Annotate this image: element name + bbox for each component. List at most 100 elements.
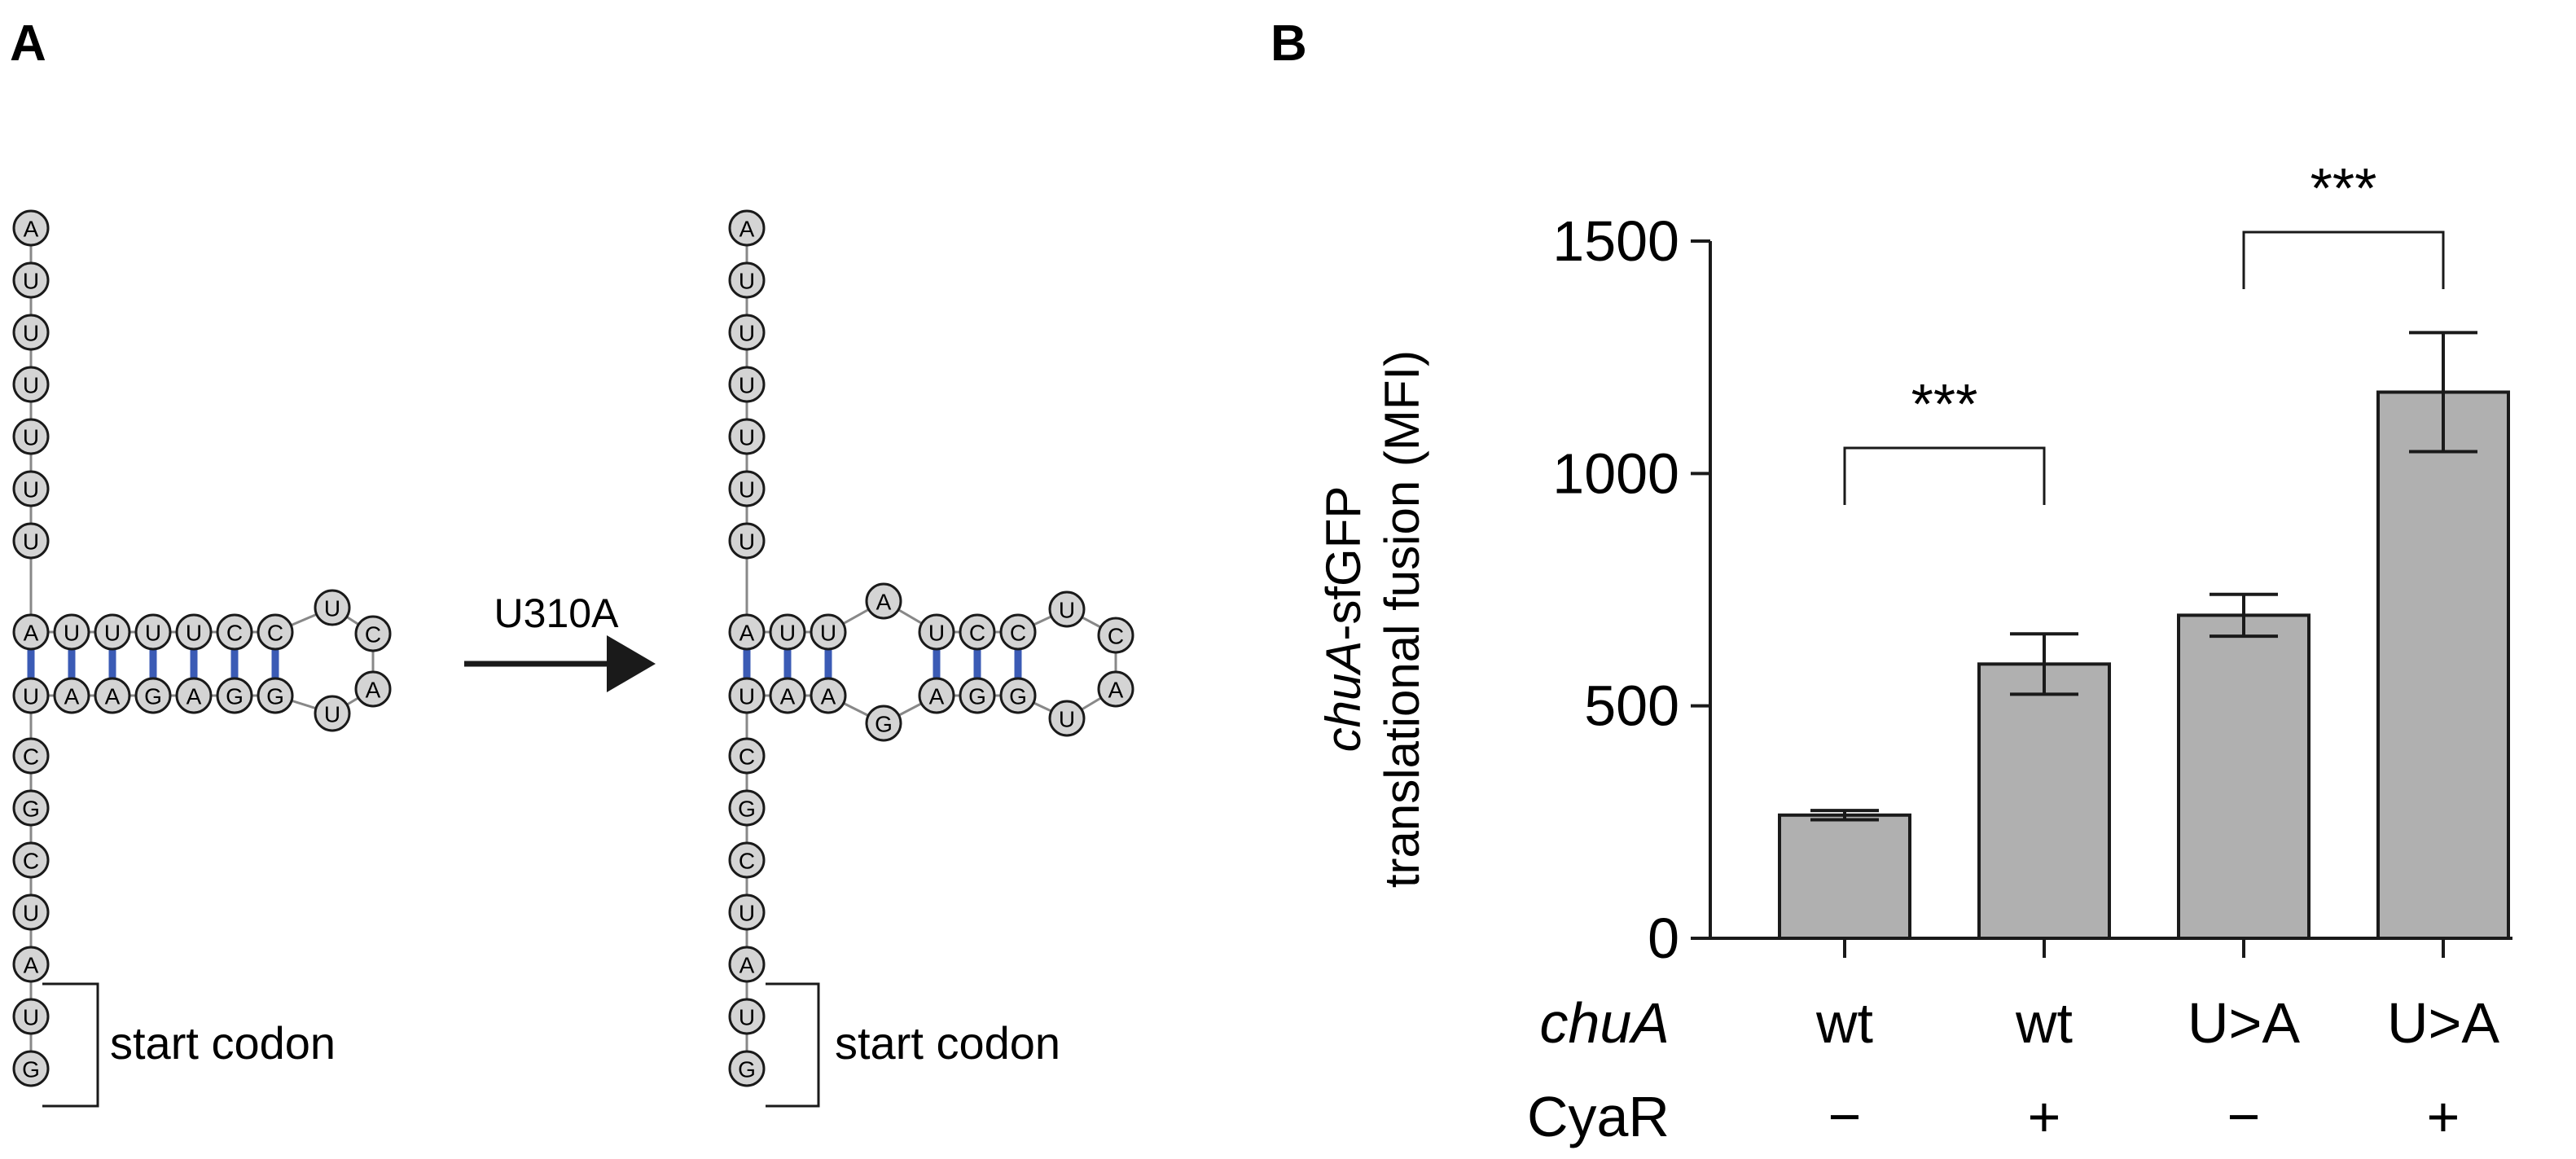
- nt-bottom-row: A: [175, 677, 213, 714]
- svg-text:U: U: [820, 621, 836, 646]
- svg-text:U: U: [23, 477, 39, 503]
- nt-stem-top: A: [12, 209, 50, 247]
- start-codon-label-wt: start codon: [110, 1017, 336, 1069]
- bar: [2177, 613, 2311, 940]
- svg-text:U: U: [23, 425, 39, 450]
- nt-stem-bottom: C: [12, 841, 50, 879]
- nt-bottom-row: G: [999, 677, 1037, 714]
- start-codon-bracket-mutant: start codon: [766, 982, 1060, 1108]
- nt-bottom-row: U: [1048, 700, 1086, 737]
- nt-top-row: U: [810, 613, 847, 651]
- nt-bottom-row: A: [53, 677, 90, 714]
- svg-text:A: A: [876, 590, 892, 615]
- svg-text:U: U: [928, 621, 945, 646]
- svg-text:U: U: [739, 269, 755, 294]
- nt-stem-top: U: [12, 261, 50, 299]
- nt-stem-top: A: [728, 209, 766, 247]
- svg-text:C: C: [267, 621, 283, 646]
- svg-text:C: C: [23, 744, 39, 770]
- row-header-cyar: CyaR: [1527, 1085, 1670, 1148]
- nt-stem-bottom: A: [12, 946, 50, 983]
- svg-text:G: G: [226, 684, 244, 709]
- mutation-arrow: U310A: [464, 590, 656, 692]
- svg-text:U: U: [23, 321, 39, 346]
- svg-text:G: G: [22, 797, 40, 822]
- svg-text:G: G: [738, 797, 756, 822]
- nt-top-row: U: [769, 613, 806, 651]
- svg-text:C: C: [739, 849, 755, 874]
- y-axis-label-line1: chuA-sfGFP: [1316, 486, 1371, 753]
- bars: [1778, 331, 2510, 958]
- nt-loop: U: [314, 695, 351, 732]
- significance-bracket: [1843, 446, 2046, 505]
- svg-text:G: G: [22, 1057, 40, 1082]
- nt-bottom-row: G: [959, 677, 996, 714]
- nt-bottom-row: G: [865, 705, 902, 742]
- cyar-value: +: [2427, 1085, 2460, 1148]
- svg-text:U: U: [739, 1005, 755, 1030]
- nt-bottom-row: G: [134, 677, 172, 714]
- nt-top-row: U: [1048, 590, 1086, 628]
- y-axis-label-suffix: -sfGFP: [1316, 486, 1371, 641]
- svg-text:U: U: [23, 1005, 39, 1030]
- svg-text:U: U: [23, 684, 39, 709]
- arrow-head-icon: [607, 635, 656, 692]
- bar: [1977, 662, 2111, 940]
- nt-bottom-row: G: [216, 677, 253, 714]
- nt-stem-top: U: [12, 522, 50, 560]
- svg-text:C: C: [739, 744, 755, 770]
- nt-top-row: U: [53, 613, 90, 651]
- nt-loop: U: [314, 589, 351, 626]
- svg-text:A: A: [105, 684, 121, 709]
- nt-stem-bottom: C: [728, 841, 766, 879]
- svg-text:G: G: [738, 1057, 756, 1082]
- nt-stem-bottom: U: [728, 998, 766, 1035]
- y-tick-label: 1000: [1552, 441, 1679, 505]
- nt-top-row: C: [257, 613, 294, 651]
- chua-value: U>A: [2387, 991, 2499, 1055]
- svg-text:U: U: [739, 684, 755, 709]
- nt-top-row: U: [175, 613, 213, 651]
- nt-top-row: A: [12, 613, 50, 651]
- y-tick-label: 0: [1648, 907, 1679, 970]
- y-tick-label: 500: [1584, 674, 1679, 738]
- nt-stem-top: U: [12, 470, 50, 507]
- nt-top-row: U: [918, 613, 955, 651]
- nt-stem-bottom: G: [12, 1050, 50, 1087]
- bar: [2376, 390, 2510, 940]
- svg-text:A: A: [739, 217, 755, 242]
- svg-text:G: G: [875, 712, 893, 737]
- svg-text:A: A: [1108, 678, 1124, 703]
- svg-text:A: A: [24, 953, 39, 978]
- nt-loop: A: [354, 670, 392, 708]
- svg-text:U: U: [739, 477, 755, 503]
- nt-stem-bottom: G: [12, 789, 50, 827]
- svg-text:U: U: [1059, 598, 1075, 623]
- nt-stem-top: U: [728, 261, 766, 299]
- nt-stem-bottom: A: [728, 946, 766, 983]
- nt-top-row: C: [999, 613, 1037, 651]
- panel-label-b: B: [1270, 15, 1307, 72]
- svg-text:U: U: [64, 621, 80, 646]
- svg-text:U: U: [23, 901, 39, 926]
- y-tick-label: 1500: [1552, 209, 1679, 273]
- nt-bottom-row: G: [257, 677, 294, 714]
- nt-bottom-row: A: [810, 677, 847, 714]
- nt-stem-top: U: [728, 314, 766, 351]
- bar: [1778, 813, 1911, 940]
- svg-text:C: C: [1108, 624, 1124, 649]
- svg-text:C: C: [365, 622, 381, 648]
- nt-stem-bottom: U: [12, 893, 50, 931]
- svg-text:A: A: [739, 621, 755, 646]
- nt-stem-bottom: C: [12, 737, 50, 775]
- svg-text:U: U: [739, 321, 755, 346]
- condition-rows: chuA CyaR wt wt U>A U>A − + − +: [1527, 991, 2499, 1148]
- svg-text:A: A: [24, 621, 39, 646]
- cyar-value: +: [2028, 1085, 2061, 1148]
- svg-text:U: U: [324, 702, 340, 727]
- nt-bottom-row: A: [769, 677, 806, 714]
- nt-loop: C: [354, 615, 392, 652]
- svg-text:A: A: [366, 678, 381, 703]
- nt-top-row: C: [959, 613, 996, 651]
- nt-top-row: A: [728, 613, 766, 651]
